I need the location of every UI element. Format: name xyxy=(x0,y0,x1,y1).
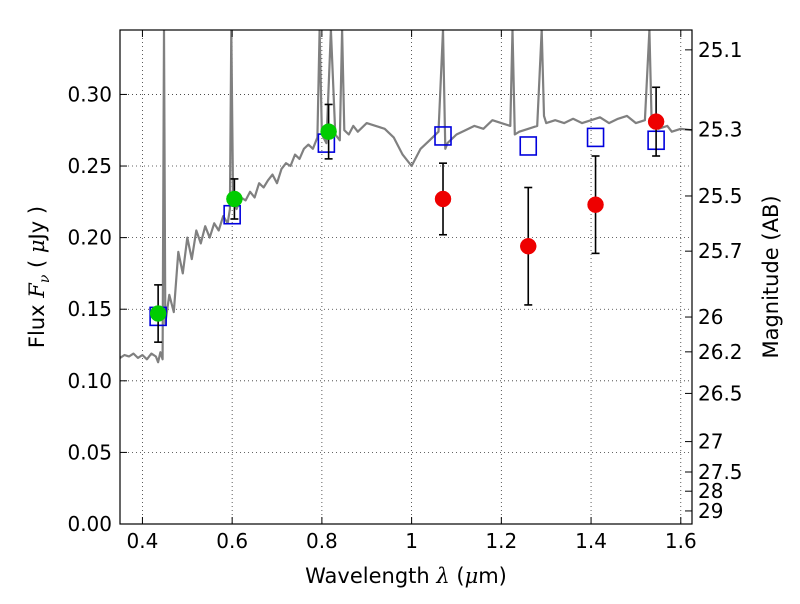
y-tick-label: 0.15 xyxy=(67,297,112,321)
y-tick-label: 0.30 xyxy=(67,82,112,106)
y2-tick-label: 26 xyxy=(698,305,723,329)
observed-point xyxy=(226,190,243,208)
y-tick-label: 0.00 xyxy=(67,512,112,536)
observed-point xyxy=(149,305,167,322)
x-tick-label: 1.2 xyxy=(485,529,517,553)
y2-tick-label: 25.5 xyxy=(698,184,743,208)
y2-tick-label: 26.5 xyxy=(698,381,743,405)
x-axis-title: Wavelength λ (μm) xyxy=(305,564,507,588)
plot-frame xyxy=(119,29,693,525)
model-photometry-square xyxy=(519,136,538,156)
y2-tick-label: 25.1 xyxy=(698,38,743,62)
y-tick-label: 0.20 xyxy=(67,226,112,250)
y2-tick-label: 25.3 xyxy=(698,118,743,142)
observed-point xyxy=(587,196,604,213)
model-photometry-square xyxy=(434,126,452,146)
y2-tick-label: 27 xyxy=(698,430,723,454)
y2-tick-label: 26.2 xyxy=(698,340,743,364)
y2-tick-label: 29 xyxy=(698,499,723,523)
y-tick-label: 0.05 xyxy=(67,440,112,464)
observed-point xyxy=(520,237,537,255)
x-tick-label: 1.6 xyxy=(665,529,697,553)
y2-tick-label: 27.5 xyxy=(698,460,743,484)
y2-tick-label: 25.7 xyxy=(698,239,743,263)
spectrum-line xyxy=(120,30,692,364)
y-axis-title: Flux Fν ( μJy ) xyxy=(25,206,53,348)
model-photometry-square xyxy=(586,127,605,148)
observed-point xyxy=(434,190,452,208)
observed-point xyxy=(320,123,337,140)
y-tick-label: 0.25 xyxy=(67,154,112,178)
y-tick-label: 0.10 xyxy=(67,369,112,393)
x-tick-label: 0.4 xyxy=(127,529,159,553)
x-tick-label: 0.6 xyxy=(216,529,248,553)
y2-axis-title: Magnitude (AB) xyxy=(759,195,783,358)
x-tick-label: 0.8 xyxy=(306,529,338,553)
points-layer xyxy=(149,86,665,343)
x-tick-label: 1 xyxy=(405,529,418,553)
spectrum-layer xyxy=(120,30,692,364)
ticks: 0.4 0.6 0.8 1 1.2 1.4 1.6 0.00 0.05 0.10 0.15 0.20 0… xyxy=(67,30,743,553)
observed-point xyxy=(647,113,665,130)
y2-tick-label: 28 xyxy=(698,479,723,503)
x-tick-label: 1.4 xyxy=(575,529,607,553)
grid xyxy=(120,30,692,525)
